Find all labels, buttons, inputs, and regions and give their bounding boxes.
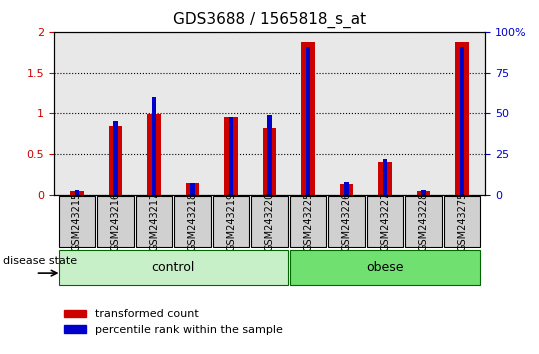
Bar bbox=[109, 126, 122, 195]
Text: GSM243217: GSM243217 bbox=[149, 192, 159, 251]
Text: GSM243215: GSM243215 bbox=[72, 192, 82, 251]
Title: GDS3688 / 1565818_s_at: GDS3688 / 1565818_s_at bbox=[173, 12, 366, 28]
Legend: transformed count, percentile rank within the sample: transformed count, percentile rank withi… bbox=[59, 305, 287, 339]
FancyBboxPatch shape bbox=[367, 196, 404, 247]
Bar bbox=[70, 190, 84, 195]
Text: obese: obese bbox=[366, 261, 404, 274]
Text: GSM243219: GSM243219 bbox=[226, 192, 236, 251]
Bar bbox=[263, 128, 277, 195]
FancyBboxPatch shape bbox=[135, 196, 172, 247]
Bar bbox=[75, 190, 79, 195]
FancyBboxPatch shape bbox=[59, 196, 95, 247]
Text: control: control bbox=[151, 261, 195, 274]
FancyBboxPatch shape bbox=[212, 196, 250, 247]
Text: GSM243220: GSM243220 bbox=[265, 192, 274, 251]
FancyBboxPatch shape bbox=[59, 250, 288, 285]
Bar bbox=[186, 183, 199, 195]
Bar bbox=[455, 42, 469, 195]
FancyBboxPatch shape bbox=[289, 196, 327, 247]
Bar bbox=[301, 42, 315, 195]
Bar bbox=[460, 46, 464, 195]
FancyBboxPatch shape bbox=[444, 196, 480, 247]
FancyBboxPatch shape bbox=[328, 196, 365, 247]
Bar bbox=[114, 121, 118, 195]
FancyBboxPatch shape bbox=[174, 196, 211, 247]
Text: disease state: disease state bbox=[3, 256, 78, 267]
Bar bbox=[378, 162, 392, 195]
Text: GSM243275: GSM243275 bbox=[457, 192, 467, 251]
Text: GSM243218: GSM243218 bbox=[188, 192, 197, 251]
Bar bbox=[417, 190, 430, 195]
Text: GSM243226: GSM243226 bbox=[342, 192, 351, 251]
Bar bbox=[229, 116, 233, 195]
Bar bbox=[147, 114, 161, 195]
FancyBboxPatch shape bbox=[251, 196, 288, 247]
FancyBboxPatch shape bbox=[405, 196, 442, 247]
Text: GSM243227: GSM243227 bbox=[380, 192, 390, 251]
Bar bbox=[344, 182, 349, 195]
Bar bbox=[224, 118, 238, 195]
Bar bbox=[152, 97, 156, 195]
Text: GSM243216: GSM243216 bbox=[110, 192, 121, 251]
FancyBboxPatch shape bbox=[289, 250, 480, 285]
Bar bbox=[383, 159, 387, 195]
Bar bbox=[306, 46, 310, 195]
Text: GSM243225: GSM243225 bbox=[303, 192, 313, 251]
Bar bbox=[421, 190, 425, 195]
Text: GSM243228: GSM243228 bbox=[418, 192, 429, 251]
Bar bbox=[340, 184, 353, 195]
Bar bbox=[267, 115, 272, 195]
Bar bbox=[190, 183, 195, 195]
FancyBboxPatch shape bbox=[97, 196, 134, 247]
